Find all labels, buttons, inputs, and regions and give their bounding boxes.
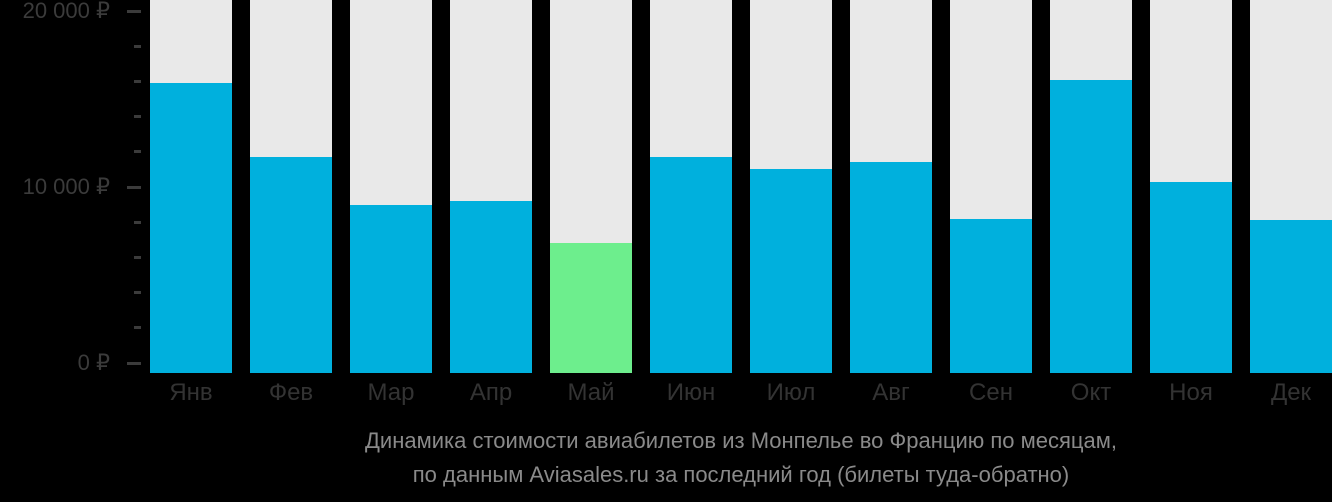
y-tick-major: [127, 361, 141, 365]
x-label-Май: Май: [567, 379, 615, 406]
x-label-Ноя: Ноя: [1169, 379, 1213, 406]
x-label-Сен: Сен: [969, 379, 1013, 406]
bar-Сен: [950, 218, 1032, 373]
chart-column-Мар: [350, 0, 432, 373]
bar-Июл: [750, 169, 832, 373]
bar-Май: [550, 243, 632, 373]
y-tick-label: 20 000 ₽: [22, 0, 110, 23]
y-axis: 0 ₽ 10 000 ₽ 20 000 ₽: [0, 0, 150, 375]
y-tick-major: [127, 185, 141, 189]
y-tick-minor: [134, 150, 141, 154]
y-tick-minor: [134, 220, 141, 224]
bar-Окт: [1050, 79, 1132, 373]
x-label-Июн: Июн: [666, 379, 716, 406]
plot-area: 0 ₽ 10 000 ₽ 20 000 ₽: [0, 0, 1332, 375]
chart-column-Окт: [1050, 0, 1132, 373]
bar-Ноя: [1150, 181, 1232, 373]
y-tick-label: 0 ₽: [77, 350, 110, 375]
chart-caption: Динамика стоимости авиабилетов из Монпел…: [150, 424, 1332, 492]
y-tick-major: [127, 9, 141, 13]
x-label-Апр: Апр: [469, 379, 513, 406]
bar-Авг: [850, 162, 932, 373]
x-axis-labels: Янв Фев Мар Апр Май Июн Июл Авг Сен Окт Ноя Дек: [150, 378, 1332, 408]
x-label-Авг: Авг: [872, 379, 910, 406]
x-label-Мар: Мар: [367, 379, 415, 406]
x-label-Окт: Окт: [1070, 379, 1112, 406]
chart-title: Динамика стоимости авиабилетов из Монпел…: [365, 428, 1117, 453]
chart-column-Июл: [750, 0, 832, 373]
y-tick-minor: [134, 79, 141, 83]
y-tick-minor: [134, 291, 141, 295]
chart-column-Июн: [650, 0, 732, 373]
y-tick-minor: [134, 255, 141, 259]
bar-Дек: [1250, 220, 1332, 373]
chart-column-Янв: [150, 0, 232, 373]
chart-column-Май: [550, 0, 632, 373]
chart-column-Фев: [250, 0, 332, 373]
x-label-Июл: Июл: [766, 379, 816, 406]
chart-column-Сен: [950, 0, 1032, 373]
x-label-Фев: Фев: [268, 379, 314, 406]
bar-columns: [150, 0, 1332, 373]
x-label-Дек: Дек: [1270, 379, 1312, 406]
y-tick-minor: [134, 44, 141, 48]
bar-Мар: [350, 204, 432, 373]
y-tick-label: 10 000 ₽: [22, 174, 110, 199]
chart-subtitle: по данным Aviasales.ru за последний год …: [412, 462, 1070, 487]
bar-Янв: [150, 83, 232, 373]
y-tick-minor: [134, 326, 141, 330]
y-tick-minor: [134, 115, 141, 119]
chart-column-Авг: [850, 0, 932, 373]
bar-Июн: [650, 157, 732, 373]
bar-Фев: [250, 157, 332, 373]
chart-column-Апр: [450, 0, 532, 373]
chart-column-Ноя: [1150, 0, 1232, 373]
chart-column-Дек: [1250, 0, 1332, 373]
x-label-Янв: Янв: [169, 379, 213, 406]
bar-Апр: [450, 201, 532, 373]
